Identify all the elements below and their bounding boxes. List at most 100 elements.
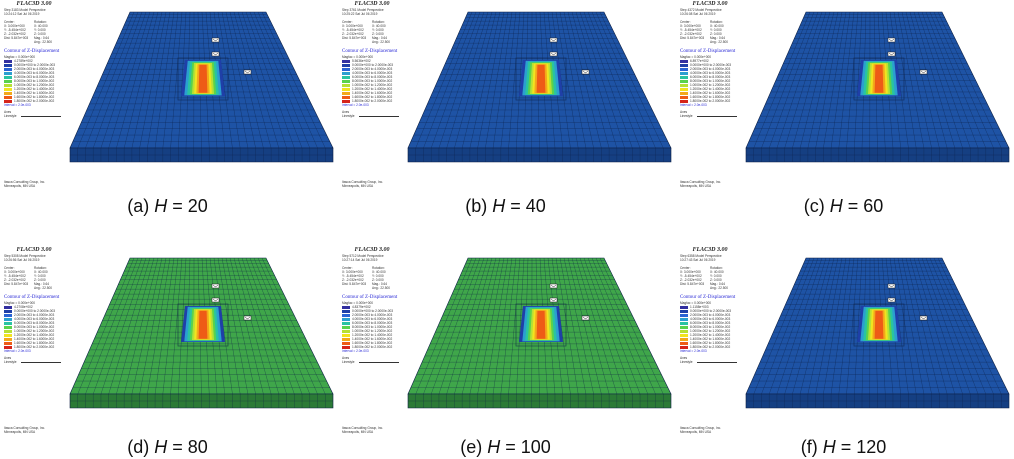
- legend-label: 1.4000e-002 to 1.6000e-002: [690, 91, 731, 95]
- legend-row: 6.0000e-003 to 8.0000e-003: [4, 321, 68, 325]
- center-label: Center:: [680, 266, 691, 270]
- contour-title: Contour of Z-Displacement: [4, 295, 60, 300]
- legend-label: 1.2000e-002 to 1.4000e-002: [14, 333, 55, 337]
- legend-swatch: [680, 345, 688, 349]
- legend-row: 0.0000e+000 to 2.0000e-003: [4, 309, 68, 313]
- legend-swatch: [4, 341, 12, 345]
- magfac-label: Magfac = 0.000e+000: [680, 55, 712, 59]
- legend-label: 6.0000e-003 to 8.0000e-003: [352, 75, 393, 79]
- side-grid: [746, 148, 1009, 162]
- legend-label: 1.2000e-002 to 1.4000e-002: [352, 333, 393, 337]
- rotation-label: Rotation:: [710, 20, 723, 24]
- legend-row: 1.4000e-002 to 1.6000e-002: [342, 91, 406, 95]
- legend-swatch: [342, 345, 350, 349]
- legend-swatch: [4, 83, 12, 87]
- legend-row: 1.8000e-002 to 2.0000e-002: [4, 345, 68, 349]
- axis-glyph-icon: [211, 283, 220, 289]
- side-grid: [70, 148, 333, 162]
- legend-swatch: [342, 99, 350, 103]
- legend-row: 1.8000e-002 to 2.0000e-002: [4, 99, 68, 103]
- legend-label: 1.8000e-002 to 2.0000e-002: [690, 345, 731, 349]
- displacement-contour: [853, 57, 905, 101]
- contour-title: Contour of Z-Displacement: [680, 49, 736, 54]
- company-label: Itasca Consulting Group, Inc.: [680, 426, 722, 430]
- legend-label: 2.0000e-003 to 4.0000e-003: [690, 67, 731, 71]
- legend-swatch: [342, 67, 350, 71]
- caption-value: 20: [187, 196, 208, 216]
- linestyle-label: Linestyle: [342, 360, 355, 364]
- center-value: Y: -5.454e+002: [342, 274, 364, 278]
- legend-row: 1.6000e-002 to 1.8000e-002: [342, 95, 406, 99]
- legend-row: 0.0000e+000 to 2.0000e-003: [342, 309, 406, 313]
- model-view: [407, 257, 672, 409]
- legend-swatch: [680, 337, 688, 341]
- legend-label: 1.2000e-002 to 1.4000e-002: [14, 87, 55, 91]
- axis-glyph-icon: [887, 283, 896, 289]
- legend-label: 4.0000e-003 to 6.0000e-003: [352, 317, 393, 321]
- info-panel: FLAC3D 3.00 Step 3761 Model Perspective 10…: [338, 0, 406, 190]
- rotation-value: Y: 0.000: [710, 28, 722, 32]
- legend: 4.2789e+002 0.0000e+000 to 2.0000e-003 2.0…: [0, 59, 68, 103]
- side-grid: [408, 394, 671, 408]
- caption-label: (f): [800, 437, 823, 457]
- model-view: [745, 257, 1010, 409]
- axis-glyph-icon: [549, 283, 558, 289]
- legend-row: 1.4000e-002 to 1.6000e-002: [4, 337, 68, 341]
- legend-label: 1.0000e-002 to 1.2000e-002: [352, 83, 393, 87]
- legend-label: 1.4000e-002 to 1.6000e-002: [352, 91, 393, 95]
- legend-row: 1.0000e-002 to 1.2000e-002: [680, 83, 744, 87]
- legend-row: 6.0000e-003 to 8.0000e-003: [680, 75, 744, 79]
- legend-row: 1.6000e-002 to 1.8000e-002: [4, 95, 68, 99]
- legend-label: 1.4000e-002 to 1.6000e-002: [14, 337, 55, 341]
- caption-value: 120: [856, 437, 887, 457]
- legend-label: 0.0000e+000 to 2.0000e-003: [352, 309, 394, 313]
- legend-swatch: [680, 309, 688, 313]
- dist-label: Dist: 5.847e+003: [342, 282, 367, 286]
- rotation-value: Z: 0.000: [710, 32, 722, 36]
- interval-label: Interval = 2.0e-003: [4, 103, 31, 107]
- rotation-value: Y: 0.000: [372, 274, 384, 278]
- legend-label: 0.0000e+000 to 2.0000e-003: [690, 63, 732, 67]
- legend-row: 0.0000e+000 to 2.0000e-003: [680, 63, 744, 67]
- axis-glyph-icon: [919, 69, 928, 75]
- center-value: Z: -2.032e+002: [4, 278, 26, 282]
- legend-swatch: [342, 59, 350, 63]
- rotation-value: Z: 0.000: [34, 32, 46, 36]
- legend-label: 1.8000e-002 to 2.0000e-002: [352, 345, 393, 349]
- ang-label: Ang.: 22.500: [710, 286, 729, 290]
- legend-max-label: 4.2708e+002: [14, 305, 33, 309]
- legend-swatch: [680, 305, 688, 309]
- rotation-label: Rotation:: [372, 20, 385, 24]
- legend-swatch: [680, 71, 688, 75]
- center-value: Z: -2.032e+002: [342, 278, 364, 282]
- time-label: 10:24:12 Sat Jul 06 2019: [4, 12, 40, 16]
- legend-swatch: [342, 63, 350, 67]
- legend-row: 8.0000e-003 to 1.0000e-002: [342, 79, 406, 83]
- legend-swatch: [680, 333, 688, 337]
- legend-row: 0.0000e+000 to 2.0000e-003: [4, 63, 68, 67]
- legend-label: 4.0000e-003 to 6.0000e-003: [14, 317, 55, 321]
- center-col: Center: X: 3.000e+000 Y: -5.454e+002 Z: -2.…: [342, 20, 372, 44]
- legend-label: 1.8000e-002 to 2.0000e-002: [690, 99, 731, 103]
- legend-row: 2.0000e-003 to 4.0000e-003: [342, 67, 406, 71]
- mag-label: Mag.: 0.64: [710, 282, 726, 286]
- legend-row: 6.0000e-003 to 8.0000e-003: [4, 75, 68, 79]
- legend-swatch: [4, 317, 12, 321]
- legend-swatch: [680, 325, 688, 329]
- mesh-grid: [748, 11, 1006, 149]
- legend-swatch: [4, 67, 12, 71]
- center-value: Y: -5.454e+002: [680, 28, 702, 32]
- legend-row: 4.0000e-003 to 6.0000e-003: [4, 317, 68, 321]
- caption-value: 60: [863, 196, 884, 216]
- linestyle-label: Linestyle: [4, 360, 17, 364]
- legend-label: 1.2000e-002 to 1.4000e-002: [690, 333, 731, 337]
- footer: Itasca Consulting Group, Inc. Minneapolis…: [342, 180, 383, 188]
- linestyle-row: Linestyle: [0, 360, 68, 364]
- legend-label: 2.0000e-003 to 4.0000e-003: [14, 313, 55, 317]
- legend-swatch: [680, 341, 688, 345]
- axis-glyph-icon: [887, 37, 896, 43]
- legend-row: 8.0000e-003 to 1.0000e-002: [680, 325, 744, 329]
- interval-label: Interval = 2.0e-003: [680, 103, 707, 107]
- rotation-label: Rotation:: [372, 266, 385, 270]
- magfac-label: Magfac = 0.000e+000: [342, 55, 374, 59]
